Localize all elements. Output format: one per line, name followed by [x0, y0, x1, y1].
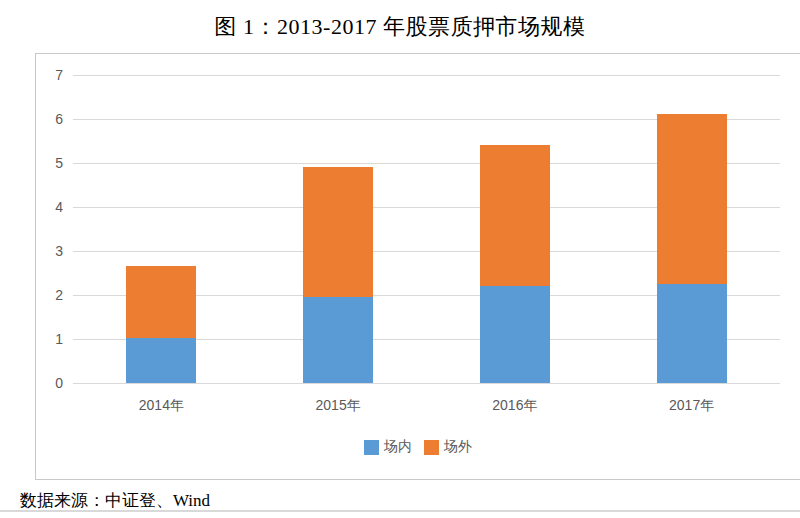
legend-item-场内: 场内: [364, 438, 412, 456]
legend-label: 场内: [384, 438, 412, 456]
y-axis-tick-label: 7: [36, 66, 63, 84]
plot-area: 0 1 2 3 4 5 6 7 2014年 2015年 2016年 2017年: [36, 54, 800, 479]
chart-title: 图 1：2013-2017 年股票质押市场规模: [0, 12, 800, 42]
legend-item-场外: 场外: [424, 438, 472, 456]
bar-segment-场外-2016年: [480, 145, 550, 286]
chart-frame: 0 1 2 3 4 5 6 7 2014年 2015年 2016年 2017年 场内 场外: [35, 53, 800, 480]
x-axis-tick-label: 2017年: [632, 397, 752, 415]
legend-swatch-icon: [424, 440, 439, 455]
y-axis-tick-label: 5: [36, 154, 63, 172]
y-axis-tick-label: 1: [36, 330, 63, 348]
bar-segment-场内-2014年: [126, 338, 196, 383]
y-axis-tick-label: 6: [36, 110, 63, 128]
bar-segment-场内-2016年: [480, 286, 550, 383]
y-axis-tick-label: 2: [36, 286, 63, 304]
bar-segment-场外-2017年: [657, 114, 727, 284]
data-source-note: 数据来源：中证登、Wind: [20, 489, 210, 512]
chart-legend: 场内 场外: [36, 438, 800, 456]
bar-segment-场外-2015年: [303, 167, 373, 297]
bar-segment-场外-2014年: [126, 266, 196, 338]
gridline-y-7: [73, 75, 780, 76]
y-axis-tick-label: 3: [36, 242, 63, 260]
x-axis-tick-label: 2014年: [101, 397, 221, 415]
report-figure: 图 1：2013-2017 年股票质押市场规模 0 1 2 3 4 5 6 7 2014年 201…: [0, 0, 800, 518]
x-axis-tick-label: 2015年: [278, 397, 398, 415]
gridline-y-0: [73, 383, 780, 384]
legend-label: 场外: [444, 438, 472, 456]
legend-swatch-icon: [364, 440, 379, 455]
y-axis-tick-label: 4: [36, 198, 63, 216]
x-axis-tick-label: 2016年: [455, 397, 575, 415]
bar-segment-场内-2015年: [303, 297, 373, 383]
bar-segment-场内-2017年: [657, 284, 727, 383]
bottom-divider: [0, 510, 800, 512]
y-axis-tick-label: 0: [36, 374, 63, 392]
